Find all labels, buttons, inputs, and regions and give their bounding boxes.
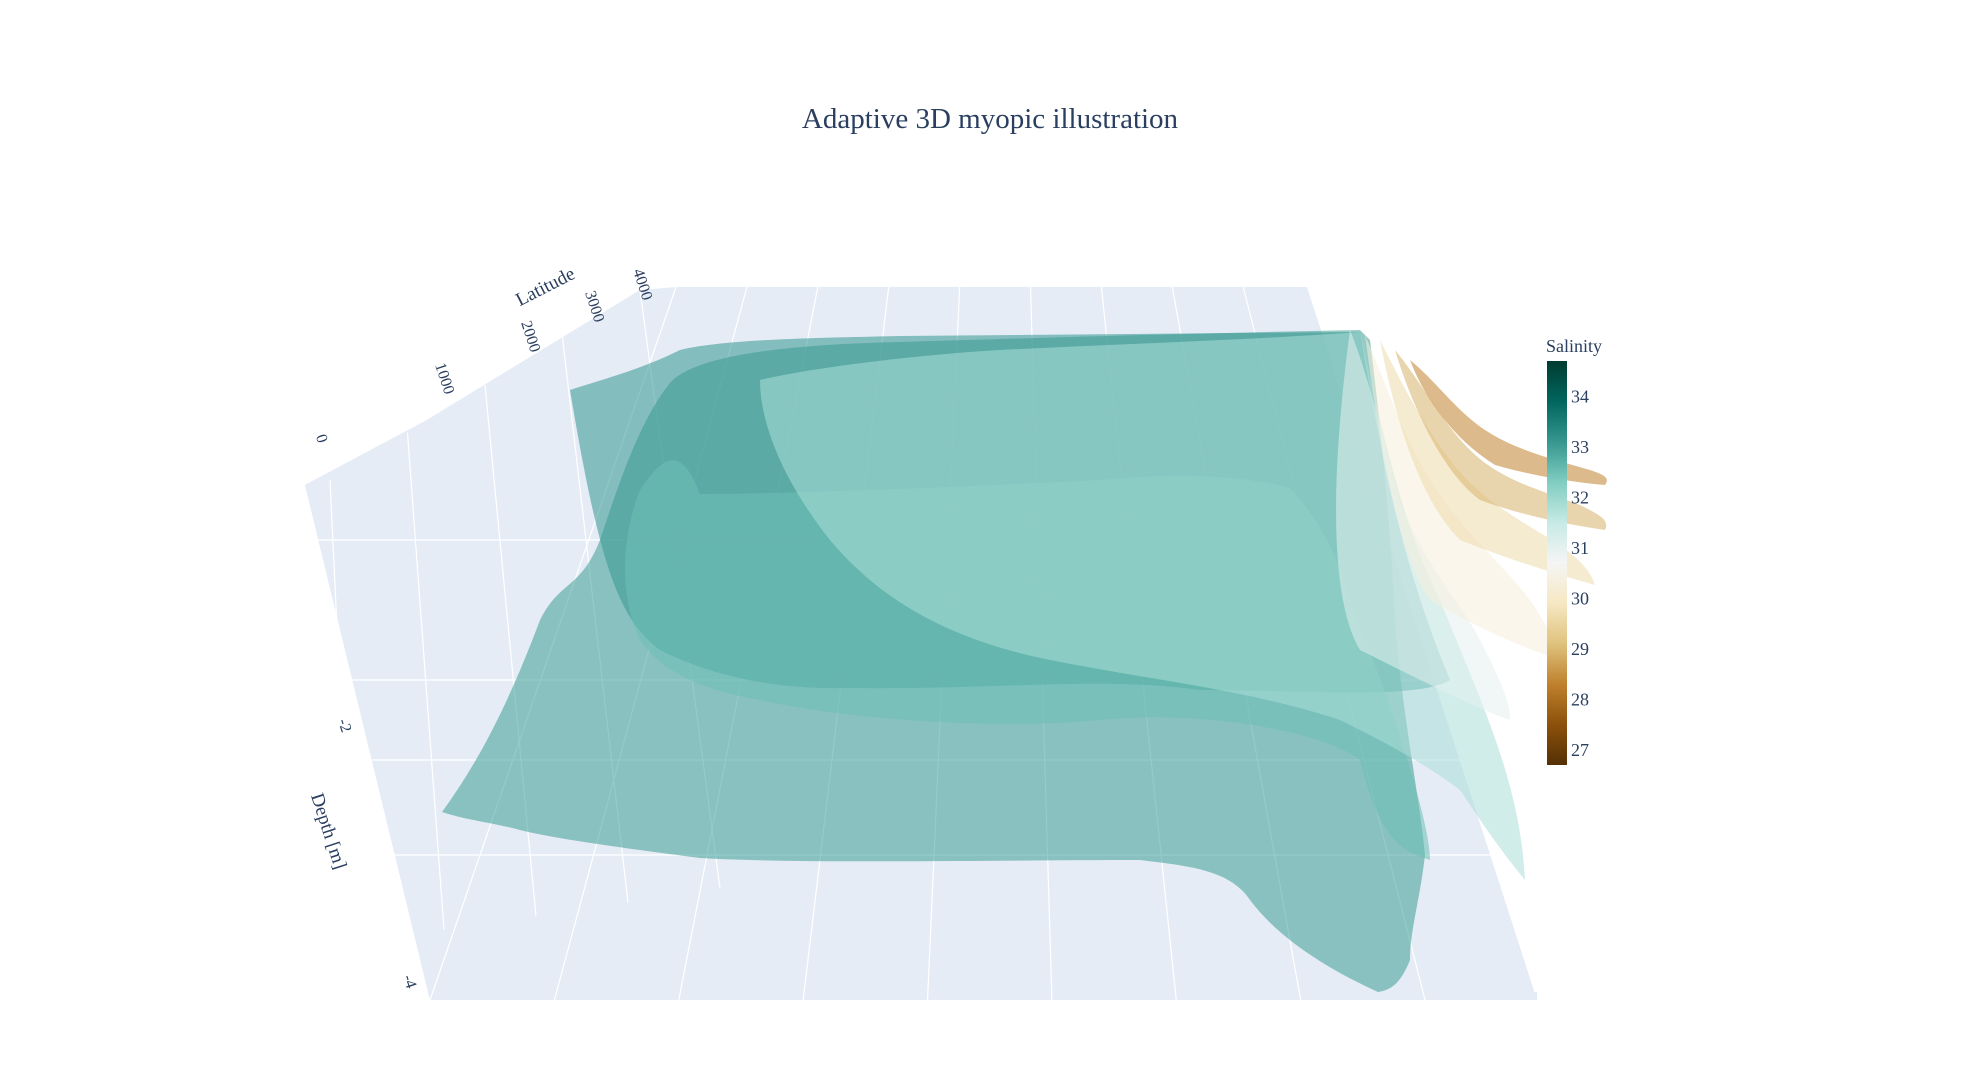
salinity-surface: [760, 332, 1525, 880]
colorbar-bar: [1547, 361, 1567, 765]
colorbar-tick-label: 33: [1571, 437, 1589, 457]
salinity-surface: [1410, 360, 1607, 485]
colorbar-tick-label: 30: [1571, 588, 1589, 608]
colorbar-tick-label: 32: [1571, 487, 1589, 507]
grid-line: [329, 479, 353, 944]
depth-axis-title: Depth [m]: [306, 791, 350, 872]
latitude-tick-label: 1000: [431, 361, 457, 397]
latitude-tick-label: 0: [312, 432, 331, 445]
colorbar-title: Salinity: [1546, 336, 1602, 356]
colorbar-tick-label: 27: [1571, 740, 1589, 760]
surfaces: [442, 330, 1607, 992]
colorbar: Salinity 27 28 29 30 31 32 33 34: [1546, 336, 1602, 765]
latitude-tick-label: 2000: [517, 319, 543, 355]
latitude-axis-title: Latitude: [513, 263, 579, 310]
depth-tick-label: -2: [334, 717, 354, 735]
bottom-floor: [305, 482, 1537, 1000]
salinity-surface: [1380, 340, 1595, 585]
colorbar-tick-label: 29: [1571, 639, 1589, 659]
depth-tick-label: -4: [399, 973, 419, 991]
chart-title: Adaptive 3D myopic illustration: [802, 103, 1179, 135]
colorbar-ticks: 27 28 29 30 31 32 33 34: [1571, 386, 1589, 759]
colorbar-tick-label: 34: [1571, 386, 1589, 406]
left-wall: [305, 287, 676, 485]
depth-ticks: -2 -4: [334, 717, 419, 991]
colorbar-tick-label: 28: [1571, 689, 1589, 709]
latitude-tick-label: 3000: [581, 289, 607, 325]
salinity-surface: [1365, 335, 1560, 660]
colorbar-tick-label: 31: [1571, 538, 1589, 558]
salinity-surface: [1395, 350, 1607, 530]
grid-line: [406, 432, 445, 930]
